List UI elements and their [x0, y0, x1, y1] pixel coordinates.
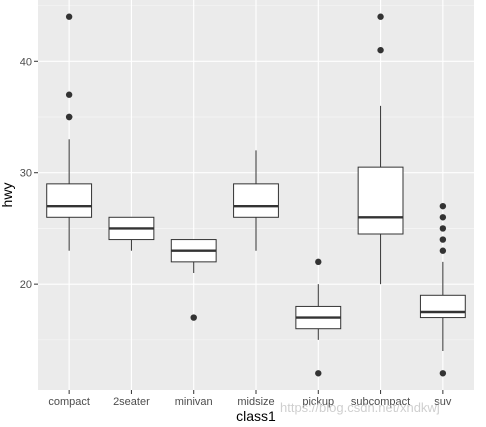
box-midsize: [233, 150, 279, 251]
box-compact: [46, 139, 93, 251]
box-suv: [419, 261, 466, 351]
x-tick-label: midsize: [237, 396, 274, 408]
outlier-point: [65, 113, 73, 121]
watermark-text: https://blog.csdn.net/xndkwj: [280, 400, 440, 415]
x-tick-label: subcompact: [351, 396, 410, 408]
x-tick-label: pickup: [302, 396, 334, 408]
outlier-point: [439, 225, 447, 232]
x-axis-title: class1: [236, 408, 276, 424]
outlier-point: [190, 314, 197, 321]
y-tick-label: 20: [20, 279, 32, 291]
outlier-point: [315, 258, 322, 266]
box-iqr: [233, 183, 279, 218]
x-tick-label: 2seater: [113, 396, 150, 408]
y-axis-title: hwy: [0, 183, 15, 208]
box-iqr: [46, 183, 93, 218]
box-iqr: [419, 294, 466, 319]
box-iqr: [357, 166, 404, 235]
y-tick-label: 30: [20, 168, 32, 180]
box-minivan: [170, 239, 217, 273]
x-tick-label: compact: [48, 396, 90, 408]
box-subcompact: [357, 105, 404, 285]
x-tick-label: suv: [434, 396, 452, 408]
outlier-point: [65, 13, 73, 20]
x-axis-ticks: compact 2seater minivan midsize pickup subcom…: [48, 390, 452, 408]
outlier-point: [377, 46, 384, 54]
outlier-points: [65, 13, 447, 377]
box-2seater: [108, 216, 155, 251]
outlier-point: [65, 91, 73, 98]
box-pickup: [295, 284, 342, 340]
outlier-point: [439, 370, 447, 377]
outlier-point: [439, 202, 447, 210]
outlier-point: [439, 214, 447, 221]
box-series: [46, 105, 466, 351]
outlier-point: [315, 370, 322, 377]
y-tick-label: 40: [20, 56, 32, 68]
outlier-point: [439, 247, 447, 254]
outlier-point: [439, 236, 447, 243]
y-axis-ticks: 20 30 40: [20, 56, 38, 291]
outlier-point: [377, 13, 384, 20]
x-tick-label: minivan: [175, 396, 213, 408]
